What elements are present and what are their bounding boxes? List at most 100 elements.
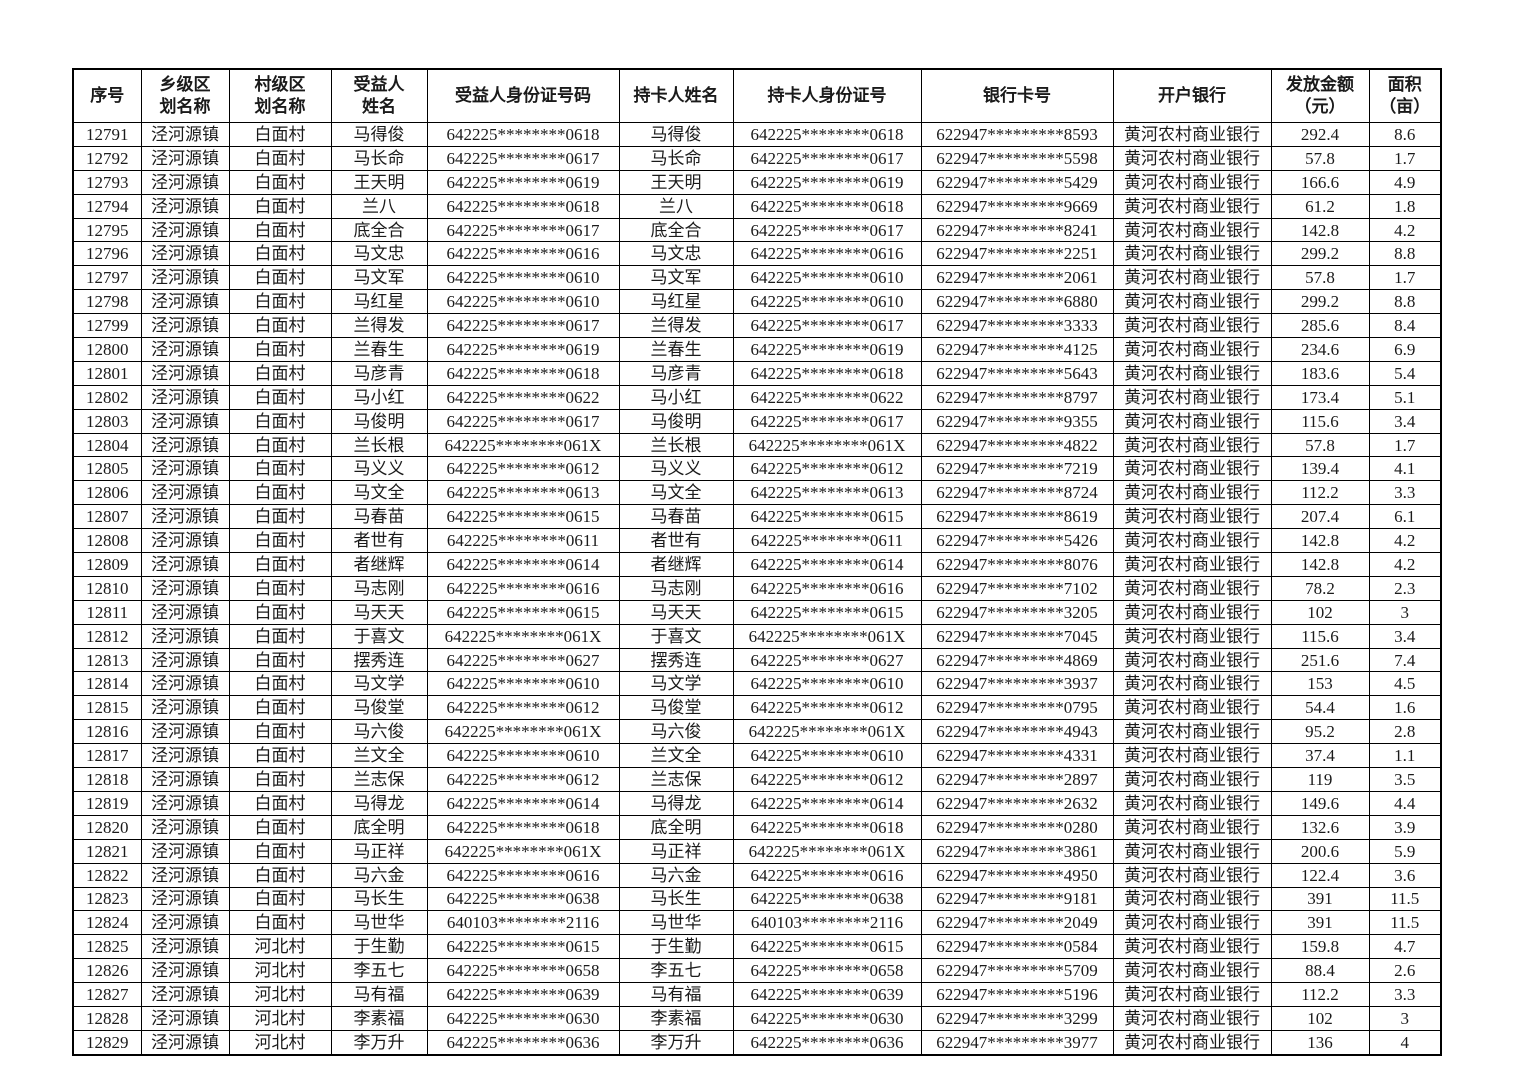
table-row: 12806 泾河源镇 白面村 马文全 642225********0613 马文全 6422…: [72, 480, 1442, 506]
cell-amount: 115.6: [1270, 623, 1370, 649]
table-row: 12805 泾河源镇 白面村 马义义 642225********0612 马义义 6422…: [72, 456, 1442, 482]
cell-township: 泾河源镇: [140, 767, 230, 792]
cell-cardholder: 马文学: [618, 671, 734, 697]
cell-cardholder_id: 642225********0636: [732, 1029, 922, 1056]
cell-amount: 57.8: [1270, 145, 1370, 171]
cell-serial: 12810: [72, 575, 142, 601]
cell-village: 白面村: [228, 432, 332, 458]
cell-amount: 119: [1270, 767, 1370, 792]
cell-cardholder_id: 642225********0615: [732, 934, 922, 960]
cell-serial: 12828: [72, 1005, 142, 1031]
cell-township: 泾河源镇: [140, 169, 230, 195]
cell-amount: 391: [1270, 886, 1370, 912]
cell-id: 642225********061X: [426, 838, 620, 864]
cell-id: 642225********0614: [426, 790, 620, 816]
cell-village: 白面村: [228, 671, 332, 697]
cell-bank: 黄河农村商业银行: [1112, 217, 1272, 243]
cell-card_number: 622947*********9669: [920, 193, 1114, 219]
cell-name: 马文学: [330, 671, 428, 697]
cell-bank: 黄河农村商业银行: [1112, 862, 1272, 888]
cell-bank: 黄河农村商业银行: [1112, 1029, 1272, 1056]
cell-serial: 12806: [72, 480, 142, 506]
cell-card_number: 622947*********4331: [920, 743, 1114, 769]
cell-cardholder_id: 642225********061X: [732, 838, 922, 864]
cell-township: 泾河源镇: [140, 1005, 230, 1031]
cell-township: 泾河源镇: [140, 122, 230, 147]
cell-name: 马六俊: [330, 719, 428, 745]
cell-township: 泾河源镇: [140, 599, 230, 625]
cell-area: 2.6: [1368, 958, 1442, 984]
cell-bank: 黄河农村商业银行: [1112, 528, 1272, 554]
cell-area: 1.7: [1368, 145, 1442, 171]
cell-name: 者世有: [330, 528, 428, 554]
cell-card_number: 622947*********8076: [920, 552, 1114, 577]
cell-area: 3.4: [1368, 408, 1442, 434]
cell-cardholder_id: 642225********0618: [732, 814, 922, 840]
cell-cardholder: 兰得发: [618, 313, 734, 339]
cell-area: 7.4: [1368, 647, 1442, 673]
cell-cardholder: 马义义: [618, 456, 734, 482]
cell-name: 马彦青: [330, 360, 428, 386]
cell-amount: 88.4: [1270, 958, 1370, 984]
table-row: 12812 泾河源镇 白面村 于喜文 642225********061X 于喜文 6422…: [72, 623, 1442, 649]
cell-area: 11.5: [1368, 910, 1442, 936]
cell-village: 白面村: [228, 384, 332, 410]
cell-id: 642225********061X: [426, 432, 620, 458]
cell-village: 白面村: [228, 767, 332, 792]
cell-area: 11.5: [1368, 886, 1442, 912]
cell-cardholder_id: 642225********0618: [732, 360, 922, 386]
cell-township: 泾河源镇: [140, 790, 230, 816]
table-row: 12814 泾河源镇 白面村 马文学 642225********0610 马文学 6422…: [72, 671, 1442, 697]
table-row: 12820 泾河源镇 白面村 底全明 642225********0618 底全明 6422…: [72, 814, 1442, 840]
cell-id: 642225********0614: [426, 552, 620, 577]
cell-name: 马文军: [330, 265, 428, 291]
cell-amount: 102: [1270, 599, 1370, 625]
table-row: 12800 泾河源镇 白面村 兰春生 642225********0619 兰春生 6422…: [72, 337, 1442, 362]
cell-cardholder_id: 642225********0619: [732, 337, 922, 362]
cell-cardholder_id: 642225********0610: [732, 265, 922, 291]
cell-card_number: 622947*********2061: [920, 265, 1114, 291]
cell-name: 兰春生: [330, 337, 428, 362]
cell-cardholder_id: 642225********061X: [732, 623, 922, 649]
table-row: 12826 泾河源镇 河北村 李五七 642225********0658 李五七 6422…: [72, 958, 1442, 984]
cell-amount: 299.2: [1270, 241, 1370, 267]
cell-cardholder: 马六俊: [618, 719, 734, 745]
cell-name: 马志刚: [330, 575, 428, 601]
cell-cardholder: 摆秀连: [618, 647, 734, 673]
cell-serial: 12798: [72, 289, 142, 315]
cell-cardholder_id: 642225********0613: [732, 480, 922, 506]
cell-cardholder: 马长生: [618, 886, 734, 912]
cell-amount: 136: [1270, 1029, 1370, 1056]
cell-village: 白面村: [228, 480, 332, 506]
cell-amount: 292.4: [1270, 122, 1370, 147]
column-header-village: 村级区 划名称: [228, 68, 332, 123]
cell-bank: 黄河农村商业银行: [1112, 910, 1272, 936]
cell-bank: 黄河农村商业银行: [1112, 384, 1272, 410]
cell-card_number: 622947*********5709: [920, 958, 1114, 984]
cell-amount: 54.4: [1270, 695, 1370, 721]
cell-cardholder: 兰八: [618, 193, 734, 219]
cell-amount: 299.2: [1270, 289, 1370, 315]
cell-card_number: 622947*********3299: [920, 1005, 1114, 1031]
cell-id: 642225********0612: [426, 767, 620, 792]
table-row: 12816 泾河源镇 白面村 马六俊 642225********061X 马六俊 6422…: [72, 719, 1442, 745]
cell-area: 8.6: [1368, 122, 1442, 147]
cell-township: 泾河源镇: [140, 193, 230, 219]
cell-township: 泾河源镇: [140, 217, 230, 243]
cell-id: 642225********0615: [426, 934, 620, 960]
cell-cardholder_id: 642225********0614: [732, 790, 922, 816]
cell-amount: 95.2: [1270, 719, 1370, 745]
cell-area: 1.7: [1368, 432, 1442, 458]
cell-township: 泾河源镇: [140, 313, 230, 339]
cell-township: 泾河源镇: [140, 360, 230, 386]
cell-township: 泾河源镇: [140, 934, 230, 960]
cell-village: 白面村: [228, 241, 332, 267]
table-row: 12791 泾河源镇 白面村 马得俊 642225********0618 马得俊 6422…: [72, 122, 1442, 147]
cell-bank: 黄河农村商业银行: [1112, 982, 1272, 1007]
cell-cardholder: 马正祥: [618, 838, 734, 864]
cell-amount: 391: [1270, 910, 1370, 936]
cell-cardholder: 李素福: [618, 1005, 734, 1031]
cell-township: 泾河源镇: [140, 528, 230, 554]
column-header-township: 乡级区 划名称: [140, 68, 230, 123]
table-row: 12808 泾河源镇 白面村 者世有 642225********0611 者世有 6422…: [72, 528, 1442, 554]
